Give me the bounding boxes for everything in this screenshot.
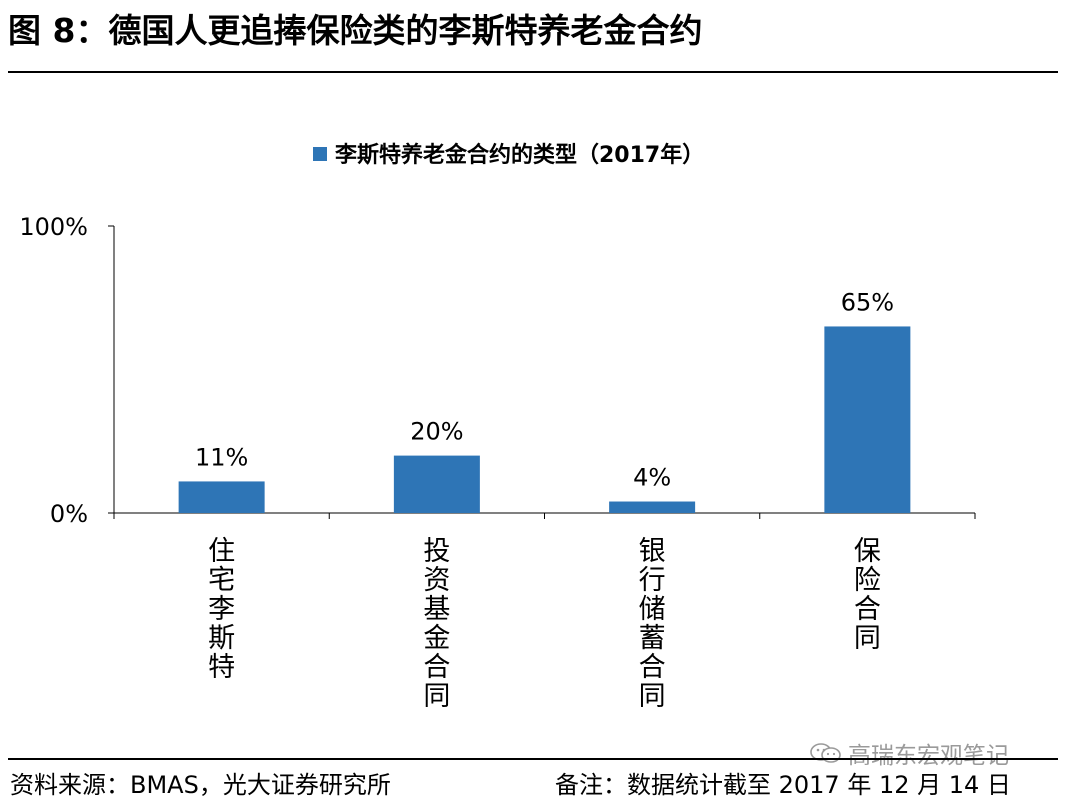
watermark-text: 高瑞东宏观笔记 (848, 743, 1009, 769)
wechat-icon (810, 743, 841, 763)
legend-label: 李斯特养老金合约的类型（2017年） (334, 142, 704, 168)
data-label: 4% (633, 464, 671, 492)
source-text: 资料来源：BMAS，光大证券研究所 (10, 771, 391, 799)
category-label: 住宅李斯特 (208, 536, 235, 683)
bar (178, 481, 265, 513)
y-tick-label: 0% (50, 500, 88, 528)
bar-chart: 李斯特养老金合约的类型（2017年） 0% 100% 11% 住宅李斯特 20% 投资基金合… (19, 142, 976, 712)
data-label: 11% (195, 443, 248, 471)
legend-swatch (313, 147, 327, 161)
note-text: 备注：数据统计截至 2017 年 12 月 14 日 (555, 771, 1011, 799)
y-tick-label: 100% (19, 213, 88, 241)
data-label: 20% (410, 418, 463, 446)
bottom-rule (8, 758, 1058, 760)
bar (609, 501, 696, 513)
category-label: 保险合同 (854, 536, 881, 654)
watermark: 高瑞东宏观笔记 (808, 736, 1009, 770)
bar (393, 455, 480, 513)
data-label: 65% (841, 288, 894, 316)
bar (824, 326, 911, 513)
figure-title: 图 8：德国人更追捧保险类的李斯特养老金合约 (8, 11, 703, 50)
category-label: 投资基金合同 (423, 536, 450, 712)
top-rule (8, 71, 1058, 73)
category-label: 银行储蓄合同 (639, 536, 666, 712)
